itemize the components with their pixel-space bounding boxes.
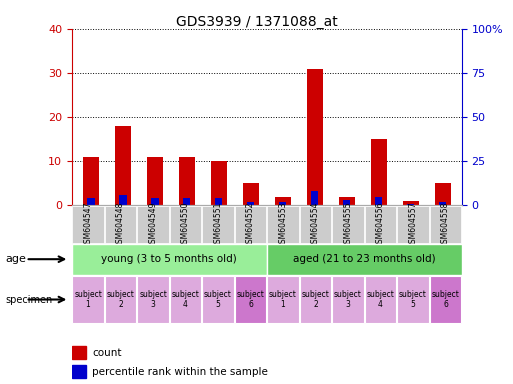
Text: GSM604550: GSM604550 xyxy=(181,201,190,248)
Bar xyxy=(235,276,266,323)
Bar xyxy=(170,276,201,323)
Text: young (3 to 5 months old): young (3 to 5 months old) xyxy=(102,254,237,264)
Text: subject
6: subject 6 xyxy=(236,290,265,309)
Bar xyxy=(72,244,267,275)
Bar xyxy=(398,276,428,323)
Bar xyxy=(430,206,461,243)
Bar xyxy=(307,68,323,205)
Text: aged (21 to 23 months old): aged (21 to 23 months old) xyxy=(293,254,436,264)
Bar xyxy=(83,157,99,205)
Bar xyxy=(300,276,331,323)
Bar xyxy=(267,244,462,275)
Bar xyxy=(275,197,291,205)
Text: GSM604556: GSM604556 xyxy=(376,201,385,248)
Bar xyxy=(72,276,104,323)
Bar xyxy=(151,199,159,205)
Text: subject
3: subject 3 xyxy=(139,290,167,309)
Bar xyxy=(267,276,299,323)
Bar xyxy=(365,206,396,243)
Text: subject
2: subject 2 xyxy=(107,290,134,309)
Text: GSM604547: GSM604547 xyxy=(84,201,92,248)
Text: GSM604552: GSM604552 xyxy=(246,202,255,248)
Text: subject
4: subject 4 xyxy=(366,290,394,309)
Bar xyxy=(398,206,428,243)
Bar xyxy=(87,199,94,205)
Bar xyxy=(120,195,127,205)
Bar xyxy=(203,276,233,323)
Bar xyxy=(211,161,227,205)
Bar xyxy=(403,201,419,205)
Bar xyxy=(339,197,354,205)
Bar xyxy=(435,184,450,205)
Text: count: count xyxy=(92,348,122,358)
Text: subject
2: subject 2 xyxy=(302,290,329,309)
Text: subject
5: subject 5 xyxy=(204,290,232,309)
Bar xyxy=(243,184,259,205)
Bar xyxy=(183,199,190,205)
Text: percentile rank within the sample: percentile rank within the sample xyxy=(92,367,268,377)
Bar xyxy=(72,206,104,243)
Bar xyxy=(332,206,364,243)
Bar xyxy=(332,276,364,323)
Text: age: age xyxy=(5,254,26,264)
Bar xyxy=(72,365,86,378)
Bar xyxy=(279,202,286,205)
Text: GSM604553: GSM604553 xyxy=(279,201,287,248)
Bar xyxy=(365,276,396,323)
Bar xyxy=(147,157,163,205)
Bar xyxy=(105,276,136,323)
Text: GSM604548: GSM604548 xyxy=(116,202,125,248)
Text: subject
1: subject 1 xyxy=(74,290,102,309)
Text: subject
3: subject 3 xyxy=(334,290,362,309)
Text: GSM604557: GSM604557 xyxy=(408,201,418,248)
Text: specimen: specimen xyxy=(5,295,52,305)
Text: subject
4: subject 4 xyxy=(171,290,200,309)
Text: GSM604554: GSM604554 xyxy=(311,201,320,248)
Bar xyxy=(179,157,195,205)
Text: subject
1: subject 1 xyxy=(269,290,297,309)
Bar xyxy=(170,206,201,243)
Bar xyxy=(235,206,266,243)
Bar xyxy=(267,206,299,243)
Bar xyxy=(72,346,86,359)
Bar xyxy=(247,202,254,205)
Bar xyxy=(311,191,318,205)
Bar xyxy=(215,199,223,205)
Bar xyxy=(137,276,169,323)
Text: GSM604549: GSM604549 xyxy=(149,201,157,248)
Text: GSM604558: GSM604558 xyxy=(441,202,450,248)
Bar xyxy=(105,206,136,243)
Bar xyxy=(407,204,414,205)
Text: subject
5: subject 5 xyxy=(399,290,427,309)
Bar xyxy=(300,206,331,243)
Bar xyxy=(439,202,446,205)
Bar xyxy=(343,200,350,205)
Bar xyxy=(115,126,131,205)
Text: GDS3939 / 1371088_at: GDS3939 / 1371088_at xyxy=(175,15,338,29)
Bar xyxy=(370,139,387,205)
Bar xyxy=(137,206,169,243)
Bar xyxy=(203,206,233,243)
Text: GSM604551: GSM604551 xyxy=(213,202,223,248)
Bar xyxy=(430,276,461,323)
Text: subject
6: subject 6 xyxy=(431,290,460,309)
Bar xyxy=(375,197,382,205)
Text: GSM604555: GSM604555 xyxy=(344,201,352,248)
